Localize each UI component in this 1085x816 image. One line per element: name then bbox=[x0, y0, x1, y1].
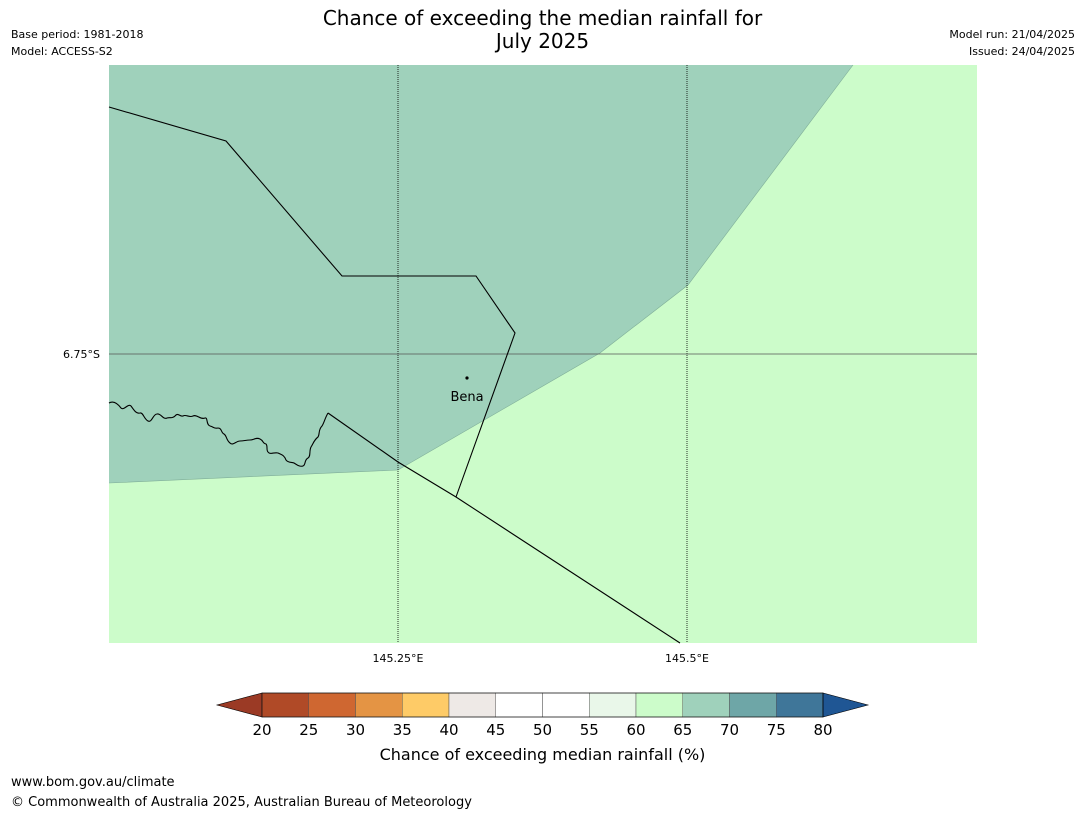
footer-url: www.bom.gov.au/climate bbox=[11, 775, 175, 790]
region-boundary bbox=[108, 64, 854, 484]
meta-right: Model run: 21/04/2025 Issued: 24/04/2025 bbox=[949, 26, 1075, 60]
colorbar-tick-label: 40 bbox=[439, 721, 458, 739]
colorbar-tick-label: 60 bbox=[626, 721, 645, 739]
colorbar-swatch bbox=[682, 692, 730, 718]
colorbar-tick-label: 50 bbox=[533, 721, 552, 739]
meta-left: Base period: 1981-2018 Model: ACCESS-S2 bbox=[11, 26, 143, 60]
colorbar-extend-low bbox=[215, 692, 263, 718]
colorbar-tick-label: 20 bbox=[252, 721, 271, 739]
colorbar-swatch bbox=[589, 692, 637, 718]
issued-date: Issued: 24/04/2025 bbox=[968, 45, 1075, 58]
colorbar-tick-label: 45 bbox=[486, 721, 505, 739]
region-65-70 bbox=[109, 65, 853, 483]
colorbar-tick-label: 80 bbox=[813, 721, 832, 739]
colorbar-swatch bbox=[402, 692, 450, 718]
base-period: Base period: 1981-2018 bbox=[11, 28, 144, 41]
colorbar-tick-labels: 20 25 30 35 40 45 50 55 60 65 70 75 80 bbox=[252, 721, 832, 739]
title-line-1: Chance of exceeding the median rainfall … bbox=[322, 6, 763, 30]
colorbar-swatch bbox=[495, 692, 543, 718]
colorbar-swatch bbox=[542, 692, 590, 718]
boundaries bbox=[108, 106, 681, 644]
colorbar-tick-label: 30 bbox=[346, 721, 365, 739]
colorbar-extend-high bbox=[822, 692, 870, 718]
colorbar-tick-label: 35 bbox=[393, 721, 412, 739]
map-title: Chance of exceeding the median rainfall … bbox=[0, 7, 1085, 53]
coastline bbox=[108, 401, 329, 467]
lon-label-145-25: 145.25°E bbox=[373, 652, 424, 665]
province-boundary-north bbox=[108, 106, 516, 498]
model-name: Model: ACCESS-S2 bbox=[11, 45, 113, 58]
footer-copyright: © Commonwealth of Australia 2025, Austra… bbox=[11, 795, 472, 810]
colorbar-tick-label: 65 bbox=[673, 721, 692, 739]
colorbar-tick-label: 55 bbox=[580, 721, 599, 739]
province-boundary-south bbox=[327, 412, 681, 644]
colorbar-label: Chance of exceeding median rainfall (%) bbox=[379, 745, 706, 764]
colorbar-swatch bbox=[776, 692, 824, 718]
colorbar-tick-label: 70 bbox=[720, 721, 739, 739]
colorbar-swatch bbox=[729, 692, 777, 718]
bena-label: Bena bbox=[450, 390, 483, 405]
colorbar-swatch bbox=[355, 692, 403, 718]
colorbar-outline bbox=[261, 692, 824, 718]
colorbar-tick-label: 75 bbox=[767, 721, 786, 739]
colorbar-tick-label: 25 bbox=[299, 721, 318, 739]
colorbar-swatch bbox=[448, 692, 496, 718]
title-line-2: July 2025 bbox=[495, 29, 590, 53]
colorbar-swatch bbox=[261, 692, 309, 718]
lat-label: 6.75°S bbox=[63, 348, 100, 361]
lon-label-145-5: 145.5°E bbox=[665, 652, 709, 665]
model-run: Model run: 21/04/2025 bbox=[949, 28, 1075, 41]
bena-marker bbox=[465, 376, 469, 380]
colorbar-swatch bbox=[308, 692, 356, 718]
gridlines bbox=[109, 65, 977, 643]
colorbar bbox=[215, 692, 870, 718]
colorbar-swatch bbox=[635, 692, 683, 718]
